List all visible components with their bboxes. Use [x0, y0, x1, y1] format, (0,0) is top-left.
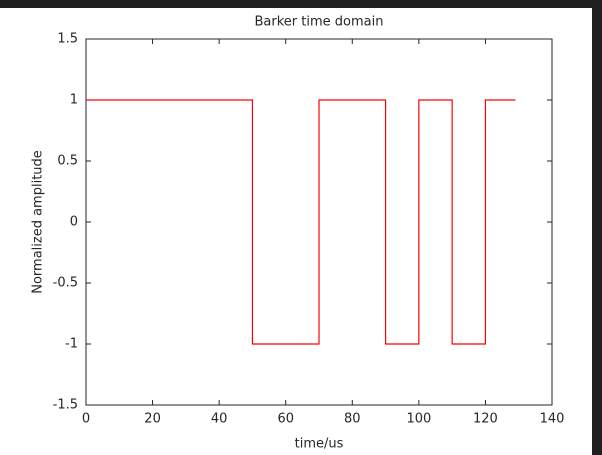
x-tick-label: 140 — [540, 412, 565, 427]
y-tick-label: -0.5 — [53, 276, 78, 291]
x-tick-label: 120 — [473, 412, 498, 427]
y-axis-label: Normalized amplitude — [31, 150, 46, 294]
data-line — [86, 99, 516, 345]
x-tick-label: 20 — [144, 412, 161, 427]
y-tick-label: 0 — [70, 215, 78, 230]
chart-title: Barker time domain — [255, 15, 384, 30]
x-tick-label: 100 — [406, 412, 431, 427]
x-tick-label: 40 — [211, 412, 228, 427]
x-tick-label: 60 — [277, 412, 294, 427]
y-tick-label: 1.5 — [57, 32, 78, 47]
y-tick-label: -1.5 — [53, 398, 78, 413]
x-tick-label: 80 — [344, 412, 361, 427]
y-tick-label: 1 — [70, 93, 78, 108]
x-axis-label: time/us — [295, 437, 344, 452]
x-tick-label: 0 — [82, 412, 90, 427]
y-tick-label: -1 — [65, 337, 78, 352]
y-tick-label: 0.5 — [57, 154, 78, 169]
